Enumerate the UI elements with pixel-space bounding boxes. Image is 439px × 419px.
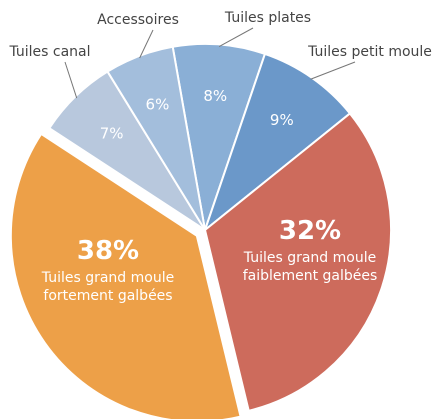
slice-value-label: 32%	[278, 216, 342, 246]
category-label: Tuiles grand moule faiblement galbées	[242, 250, 378, 284]
category-label: Tuiles petit moule	[307, 44, 432, 60]
slice-value-label: 38%	[76, 236, 140, 266]
slice-value-label: 8%	[203, 87, 227, 105]
category-label: Tuiles canal	[8, 44, 90, 60]
leader-line	[310, 61, 356, 80]
pie-slice	[202, 52, 352, 233]
leader-line	[218, 27, 254, 47]
category-label: Tuiles grand moule fortement galbées	[41, 270, 175, 304]
slice-value-label: 9%	[270, 111, 294, 129]
pie-slice	[171, 43, 267, 231]
category-label: Accessoires	[97, 12, 179, 28]
leader-line	[139, 29, 154, 59]
slice-value-label: 7%	[100, 124, 124, 142]
pie-slice	[203, 112, 392, 412]
slice-value-label: 6%	[146, 95, 170, 113]
leader-line	[64, 61, 78, 99]
pie-slice	[9, 132, 242, 419]
pie-slice	[106, 45, 206, 231]
category-label: Tuiles plates	[224, 10, 311, 26]
